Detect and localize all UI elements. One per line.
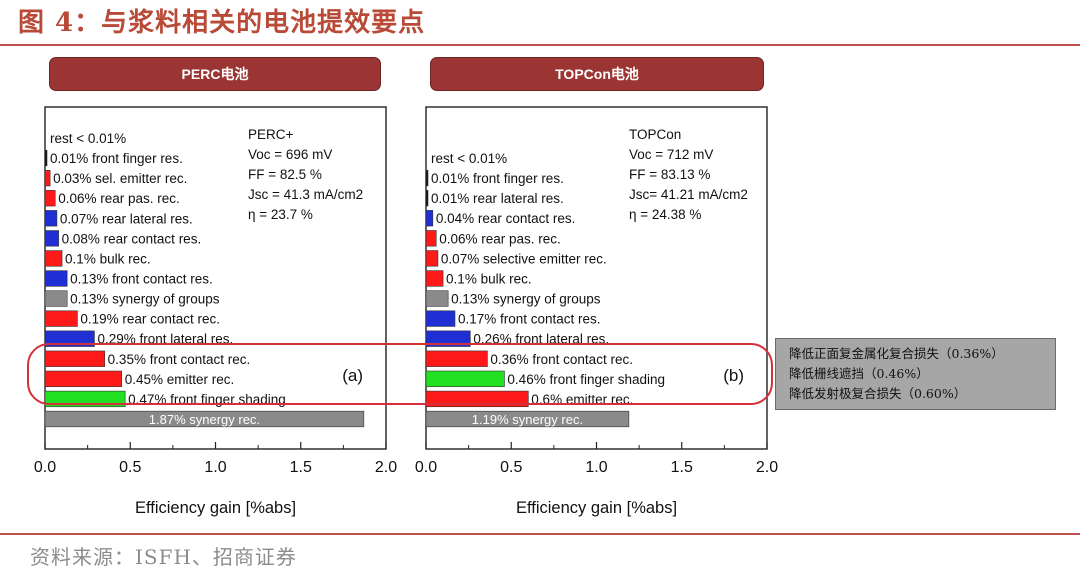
bar	[425, 290, 449, 307]
bar-label: 0.1% bulk rec.	[446, 271, 532, 286]
param-label: TOPCon	[629, 127, 681, 142]
tick-label: 1.5	[290, 459, 312, 476]
bar-label: 0.08% rear contact res.	[62, 231, 202, 246]
bar-label: 0.13% synergy of groups	[451, 292, 601, 307]
bar	[44, 330, 95, 347]
tick-label: 2.0	[756, 459, 778, 476]
bar	[44, 310, 78, 327]
bar	[44, 149, 48, 167]
bar	[425, 230, 437, 247]
bar	[44, 230, 59, 247]
bar-label: 0.01% rear lateral res.	[431, 191, 564, 206]
bar	[425, 210, 434, 227]
note-line: 降低栅线遮挡（0.46%）	[789, 366, 929, 381]
bar-label: 0.03% sel. emitter rec.	[53, 171, 187, 186]
note-box: 降低正面复金属化复合损失（0.36%） 降低栅线遮挡（0.46%） 降低发射极复…	[775, 338, 1056, 410]
bar-label: 0.01% front finger res.	[50, 151, 183, 166]
param-label: FF = 82.5 %	[248, 167, 322, 182]
param-label: Voc = 696 mV	[248, 147, 332, 162]
topcon-chart: rest < 0.01% 0.01% front finger res. 0.01%…	[415, 106, 778, 517]
bar-label: 0.35% front contact rec.	[108, 352, 251, 367]
bar	[425, 270, 444, 287]
panel-label: (b)	[723, 366, 744, 385]
perc-chart: rest < 0.01% 0.01% front finger res. 0.03%…	[34, 106, 397, 517]
tick-label: 0.0	[415, 459, 437, 476]
bar-label: 0.36% front contact rec.	[490, 352, 633, 367]
bar-label: 0.26% front lateral res.	[473, 332, 609, 347]
perc-header: PERC电池	[49, 57, 381, 91]
bar-label: 0.07% selective emitter rec.	[441, 251, 607, 266]
bar-label: 0.13% synergy of groups	[70, 292, 220, 307]
bar	[425, 370, 505, 387]
param-label: Voc = 712 mV	[629, 147, 713, 162]
bar	[425, 350, 488, 367]
source-note: 资料来源：ISFH、招商证券	[30, 545, 297, 569]
bar	[44, 270, 68, 287]
bar	[44, 170, 51, 187]
figure-title: 图 4：与浆料相关的电池提效要点	[18, 8, 426, 38]
bar-label: 0.29% front lateral res.	[97, 332, 233, 347]
bar-label: 0.13% front contact res.	[70, 272, 213, 287]
topcon-header: TOPCon电池	[430, 57, 764, 91]
tick-label: 0.5	[119, 459, 141, 476]
bar-label: 0.07% rear lateral res.	[60, 211, 193, 226]
bar-label: 1.19% synergy rec.	[472, 412, 583, 427]
param-label: η = 24.38 %	[629, 207, 701, 222]
bar	[44, 190, 56, 207]
bar	[425, 310, 456, 327]
bar-label: 1.87% synergy rec.	[149, 412, 260, 427]
bar-label: 0.19% rear contact rec.	[80, 312, 220, 327]
bar	[425, 330, 471, 347]
bar-label: 0.06% rear pas. rec.	[58, 191, 180, 206]
bar-label: 0.46% front finger shading	[507, 372, 665, 387]
tick-label: 0.0	[34, 459, 56, 476]
bar-label: rest < 0.01%	[431, 151, 507, 166]
bar	[44, 210, 58, 227]
bar	[425, 250, 439, 267]
bottom-rule	[0, 533, 1080, 535]
note-line: 降低发射极复合损失（0.60%）	[789, 386, 967, 401]
param-label: FF = 83.13 %	[629, 167, 710, 182]
tick-label: 2.0	[375, 459, 397, 476]
highlight-frame	[27, 343, 773, 405]
param-label: PERC+	[248, 127, 294, 142]
bar	[44, 370, 123, 387]
x-axis-label: Efficiency gain [%abs]	[135, 499, 296, 517]
tick-label: 1.5	[671, 459, 693, 476]
tick-label: 0.5	[500, 459, 522, 476]
bar-label: 0.06% rear pas. rec.	[439, 231, 561, 246]
note-line: 降低正面复金属化复合损失（0.36%）	[789, 346, 1004, 361]
bar-label: 0.45% emitter rec.	[125, 372, 235, 387]
bar	[425, 410, 630, 428]
panel-label: (a)	[342, 366, 363, 385]
bar-label: rest < 0.01%	[50, 131, 126, 146]
bar-label: 0.1% bulk rec.	[65, 251, 151, 266]
param-label: Jsc= 41.21 mA/cm2	[629, 187, 748, 202]
title-rule	[0, 44, 1080, 46]
tick-label: 1.0	[204, 459, 226, 476]
bar	[44, 410, 365, 428]
param-label: Jsc = 41.3 mA/cm2	[248, 187, 363, 202]
bar-label: 0.04% rear contact res.	[436, 211, 576, 226]
param-label: η = 23.7 %	[248, 207, 313, 222]
bar	[425, 390, 529, 408]
bar	[425, 169, 429, 187]
bar-label: 0.01% front finger res.	[431, 171, 564, 186]
x-axis-label: Efficiency gain [%abs]	[516, 499, 677, 517]
bar	[44, 250, 63, 267]
tick-label: 1.0	[585, 459, 607, 476]
bar	[425, 190, 429, 207]
bar	[44, 290, 68, 307]
bar-label: 0.17% front contact res.	[458, 312, 601, 327]
